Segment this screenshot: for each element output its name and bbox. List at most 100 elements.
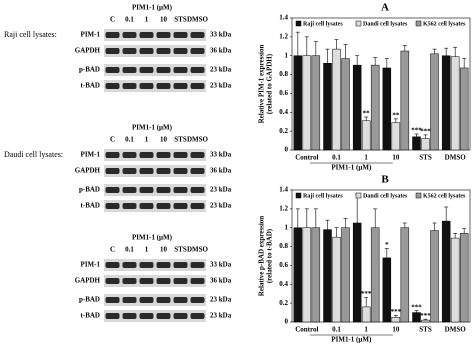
lane-label: DMSO <box>187 136 209 144</box>
legend-swatch <box>355 192 362 199</box>
bar <box>430 53 439 151</box>
bar <box>341 58 350 151</box>
size-label: 33 kDa <box>210 151 232 159</box>
band <box>139 152 154 158</box>
x-axis-label: PIM1-1 (μM) <box>331 164 372 172</box>
bar <box>391 122 401 151</box>
y-tick-label: 0.8 <box>279 242 288 250</box>
band <box>122 83 137 89</box>
chart-title: B <box>381 174 389 186</box>
band <box>173 32 188 38</box>
band <box>190 168 205 174</box>
legend-label: Dandi cell lysates <box>363 193 408 199</box>
legend-label: Raji cell lysates <box>303 21 343 27</box>
x-tick-label: Control <box>295 326 318 334</box>
significance-label: ** <box>392 111 400 119</box>
band <box>190 297 205 303</box>
x-tick-label: STS <box>419 326 432 334</box>
cell-line-label: Daudi cell lysates: <box>4 150 63 159</box>
band <box>139 32 154 38</box>
treatment-label: PIM1-1 (μM) <box>132 234 173 242</box>
band <box>122 168 137 174</box>
size-label: 23 kDa <box>210 66 232 74</box>
lane-label: STS <box>174 16 187 24</box>
band <box>105 83 120 89</box>
band <box>122 278 137 284</box>
plot-frame <box>291 189 471 323</box>
y-axis-label: (related to GAPDH) <box>266 53 274 114</box>
y-tick-label: 0.4 <box>279 280 288 288</box>
size-label: 23 kDa <box>210 202 232 210</box>
x-tick-label: 10 <box>392 326 400 334</box>
y-tick-label: 1.2 <box>279 32 288 40</box>
band <box>173 152 188 158</box>
band <box>156 48 171 54</box>
legend-swatch <box>415 20 422 27</box>
chart-title: A <box>381 2 389 14</box>
protein-label: t-BAD <box>81 82 100 90</box>
band <box>139 313 154 319</box>
band <box>173 262 188 268</box>
bar <box>450 237 460 323</box>
x-tick-label: 1 <box>364 326 368 334</box>
bar <box>302 55 312 151</box>
band <box>122 152 137 158</box>
band <box>122 67 137 73</box>
significance-label: *** <box>361 290 372 298</box>
band <box>173 83 188 89</box>
protein-label: p-BAD <box>79 186 100 194</box>
band <box>156 152 171 158</box>
y-tick-label: 0.6 <box>279 261 288 269</box>
bar <box>302 227 312 323</box>
band <box>173 313 188 319</box>
bar <box>459 233 469 323</box>
band <box>105 32 120 38</box>
band <box>122 32 137 38</box>
band <box>105 187 120 193</box>
bar <box>341 227 350 323</box>
band <box>190 152 205 158</box>
lane-label: DMSO <box>187 16 209 24</box>
lane-label: 1 <box>145 246 149 254</box>
y-axis-label: Relative PIM-1 expression <box>258 44 266 123</box>
band <box>139 278 154 284</box>
band <box>156 297 171 303</box>
band <box>105 67 120 73</box>
size-label: 23 kDa <box>210 312 232 320</box>
significance-label: *** <box>420 128 431 136</box>
band <box>139 203 154 209</box>
band <box>122 262 137 268</box>
lane-label: 1 <box>145 16 149 24</box>
bar <box>421 138 430 151</box>
lane-label: 10 <box>160 246 168 254</box>
band <box>156 203 171 209</box>
protein-label: PIM-1 <box>81 151 101 159</box>
y-tick-label: 1 <box>285 223 289 231</box>
band <box>105 48 120 54</box>
band <box>173 67 188 73</box>
bar <box>332 236 341 323</box>
band <box>105 203 120 209</box>
legend-label: Dandi cell lysates <box>363 21 408 27</box>
band <box>156 83 171 89</box>
band <box>156 187 171 193</box>
lane-label: STS <box>174 246 187 254</box>
band <box>122 297 137 303</box>
significance-label: *** <box>411 127 422 135</box>
lane-label: 1 <box>145 136 149 144</box>
y-axis-label: Relative p-BAD expression <box>258 216 266 296</box>
bar <box>459 67 469 151</box>
x-tick-label: DMSO <box>445 326 467 334</box>
protein-label: PIM-1 <box>81 261 101 269</box>
x-axis-label: PIM1-1 (μM) <box>331 336 372 344</box>
significance-label: *** <box>411 303 422 311</box>
bar <box>400 227 410 323</box>
bar <box>293 55 303 151</box>
band <box>173 278 188 284</box>
lane-label: 0.1 <box>125 246 134 254</box>
band <box>105 297 120 303</box>
lane-label: STS <box>174 136 187 144</box>
cell-line-label: Raji cell lysates: <box>4 30 57 39</box>
band <box>156 313 171 319</box>
